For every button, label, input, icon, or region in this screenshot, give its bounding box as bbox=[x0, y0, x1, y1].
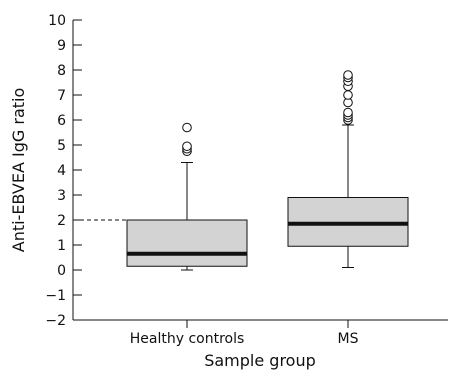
box-ms bbox=[287, 70, 409, 268]
y-tick-label: 6 bbox=[57, 113, 66, 129]
outlier-point bbox=[182, 122, 192, 133]
x-axis-title: Sample group bbox=[204, 351, 316, 370]
y-tick-label: 4 bbox=[57, 163, 66, 179]
y-axis-title: Anti-EBVEA IgG ratio bbox=[9, 88, 28, 253]
y-tick-label: 7 bbox=[57, 88, 66, 104]
outlier-point bbox=[343, 70, 353, 80]
y-tick-label: −1 bbox=[45, 288, 66, 304]
outlier-point bbox=[182, 141, 192, 152]
y-tick-label: 8 bbox=[57, 63, 66, 79]
y-tick-label: −2 bbox=[45, 313, 66, 329]
outlier-point bbox=[343, 107, 353, 118]
labels-group: −2 −1 0 1 2 3 4 5 6 7 8 9 10 Healthy controls MS Sample… bbox=[9, 13, 359, 370]
y-tick-label: 9 bbox=[57, 38, 66, 54]
box-healthy-controls bbox=[126, 122, 248, 271]
x-category-label: Healthy controls bbox=[130, 331, 245, 347]
x-category-label: MS bbox=[338, 331, 359, 347]
iqr-box bbox=[126, 219, 248, 267]
boxes-group bbox=[126, 70, 409, 271]
y-tick-label: 10 bbox=[48, 13, 66, 29]
y-tick-label: 1 bbox=[57, 238, 66, 254]
y-tick-label: 5 bbox=[57, 138, 66, 154]
y-tick-label: 3 bbox=[57, 188, 66, 204]
y-tick-label: 0 bbox=[57, 263, 66, 279]
outlier-point bbox=[343, 90, 353, 100]
y-tick-label: 2 bbox=[57, 213, 66, 229]
axes bbox=[72, 19, 448, 328]
